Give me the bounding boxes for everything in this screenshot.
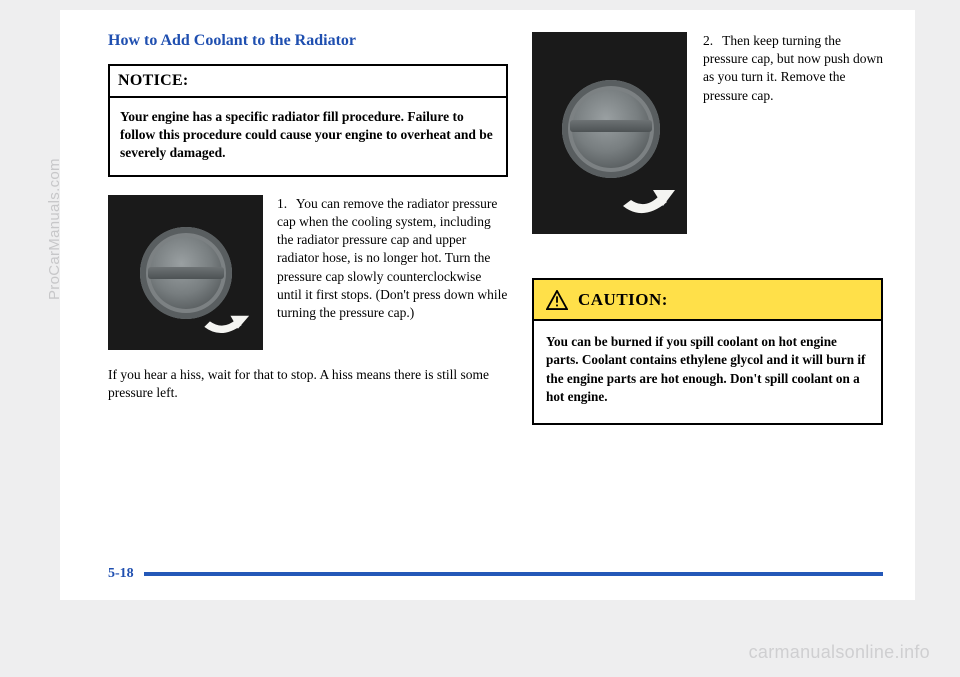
arrow-ccw-icon	[195, 284, 251, 340]
left-column: How to Add Coolant to the Radiator NOTIC…	[108, 32, 508, 556]
content-columns: How to Add Coolant to the Radiator NOTIC…	[108, 32, 883, 556]
manual-page: How to Add Coolant to the Radiator NOTIC…	[60, 10, 915, 600]
caution-heading-text: CAUTION:	[578, 290, 668, 310]
step1-text: 1. You can remove the radiator pressure …	[277, 195, 508, 350]
notice-box: NOTICE: Your engine has a specific radia…	[108, 64, 508, 177]
step1-number: 1.	[277, 195, 293, 213]
notice-heading: NOTICE:	[110, 66, 506, 98]
figure-step2	[532, 32, 687, 234]
section-title: How to Add Coolant to the Radiator	[108, 32, 508, 50]
page-footer: 5-18	[108, 556, 883, 582]
step1-body: You can remove the radiator pressure cap…	[277, 196, 507, 320]
warning-triangle-icon	[546, 290, 568, 310]
watermark-left: ProCarManuals.com	[46, 158, 63, 300]
watermark-bottom: carmanualsonline.info	[749, 642, 930, 663]
step1-row: 1. You can remove the radiator pressure …	[108, 195, 508, 350]
caution-box: CAUTION: You can be burned if you spill …	[532, 278, 883, 425]
step2-number: 2.	[703, 32, 719, 50]
caution-body: You can be burned if you spill coolant o…	[534, 321, 881, 423]
arrow-ccw-icon	[613, 156, 677, 220]
step2-body: Then keep turning the pressure cap, but …	[703, 33, 883, 103]
caution-heading: CAUTION:	[534, 280, 881, 321]
hiss-note: If you hear a hiss, wait for that to sto…	[108, 366, 508, 402]
page-number: 5-18	[108, 566, 134, 582]
notice-body: Your engine has a specific radiator fill…	[110, 98, 506, 175]
footer-rule	[144, 572, 883, 576]
step2-text: 2. Then keep turning the pressure cap, b…	[703, 32, 883, 234]
figure-step1	[108, 195, 263, 350]
right-column: 2. Then keep turning the pressure cap, b…	[532, 32, 883, 556]
